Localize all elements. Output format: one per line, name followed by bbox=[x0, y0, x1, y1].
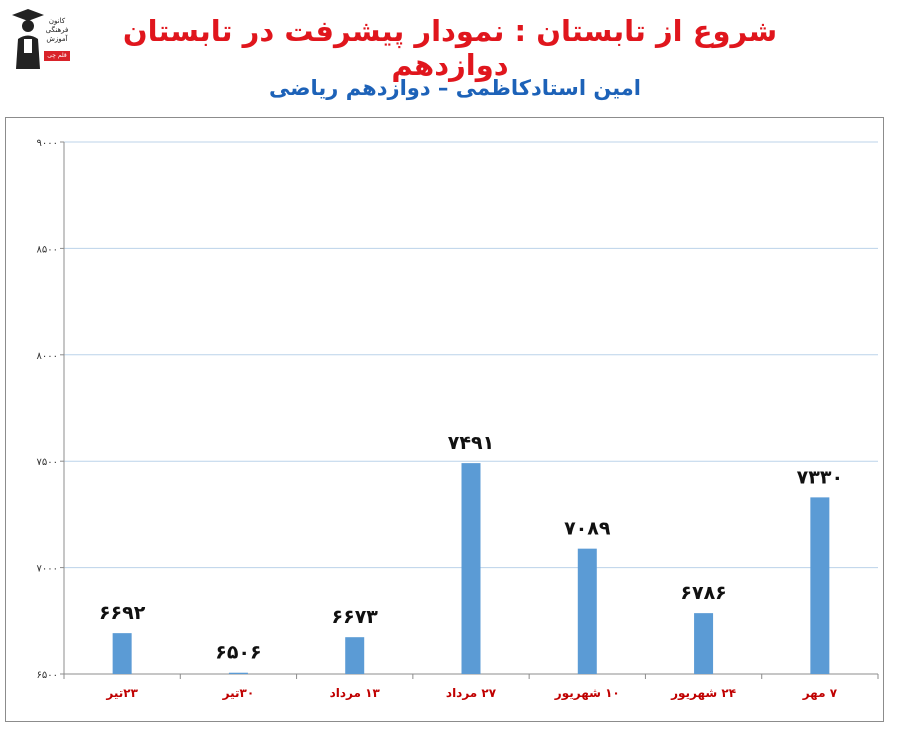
data-label: ۷۳۳۰ bbox=[797, 466, 843, 488]
y-tick-label: ۸۰۰۰ bbox=[37, 351, 58, 362]
y-tick-label: ۹۰۰۰ bbox=[37, 138, 58, 149]
y-tick-label: ۷۵۰۰ bbox=[37, 457, 58, 468]
y-tick-label: ۶۵۰۰ bbox=[37, 670, 58, 681]
data-label: ۶۵۰۶ bbox=[215, 642, 261, 664]
brand-logo: کانون فرهنگی آموزش قلم چی bbox=[6, 5, 80, 71]
logo-text: کانون فرهنگی آموزش bbox=[45, 17, 69, 43]
chart-subtitle: امین استادکاظمی – دوازدهم ریاضی bbox=[268, 76, 642, 100]
logo-badge: قلم چی bbox=[44, 51, 70, 61]
category-label: ۱۳ مرداد bbox=[330, 686, 381, 700]
bar bbox=[577, 548, 597, 674]
data-label: ۶۶۹۲ bbox=[99, 602, 146, 624]
chart-frame: ۶۵۰۰ ۷۰۰۰ ۷۵۰۰ ۸۰۰۰ ۸۵۰۰ ۹۰۰۰ ۶۶۹۲ ۲۳تیر ۶۵۰۶ ۳۰ت… bbox=[5, 117, 884, 722]
bar bbox=[810, 497, 830, 674]
bar bbox=[461, 463, 481, 674]
bar-chart: ۶۵۰۰ ۷۰۰۰ ۷۵۰۰ ۸۰۰۰ ۸۵۰۰ ۹۰۰۰ ۶۶۹۲ ۲۳تیر ۶۵۰۶ ۳۰ت… bbox=[37, 138, 879, 701]
category-label: ۲۴ شهریور bbox=[670, 686, 736, 701]
y-tick-label: ۸۵۰۰ bbox=[37, 244, 58, 255]
bar bbox=[112, 633, 132, 674]
data-label: ۷۰۸۹ bbox=[564, 518, 611, 540]
graduate-icon bbox=[12, 9, 44, 69]
y-tick-label: ۷۰۰۰ bbox=[37, 564, 58, 575]
category-label: ۳۰تیر bbox=[222, 686, 255, 700]
data-label: ۶۶۷۳ bbox=[332, 606, 379, 628]
category-label: ۲۳تیر bbox=[105, 686, 138, 700]
category-label: ۷ مهر bbox=[802, 686, 838, 700]
bar bbox=[345, 637, 365, 674]
data-label: ۷۴۹۱ bbox=[448, 432, 494, 454]
chart-title: شروع از تابستان : نمودار پیشرفت در تابست… bbox=[122, 14, 778, 82]
category-label: ۲۷ مرداد bbox=[446, 686, 497, 700]
bar bbox=[694, 613, 714, 674]
category-label: ۱۰ شهریور bbox=[554, 686, 620, 701]
data-label: ۶۷۸۶ bbox=[680, 582, 726, 604]
bar bbox=[228, 672, 248, 674]
